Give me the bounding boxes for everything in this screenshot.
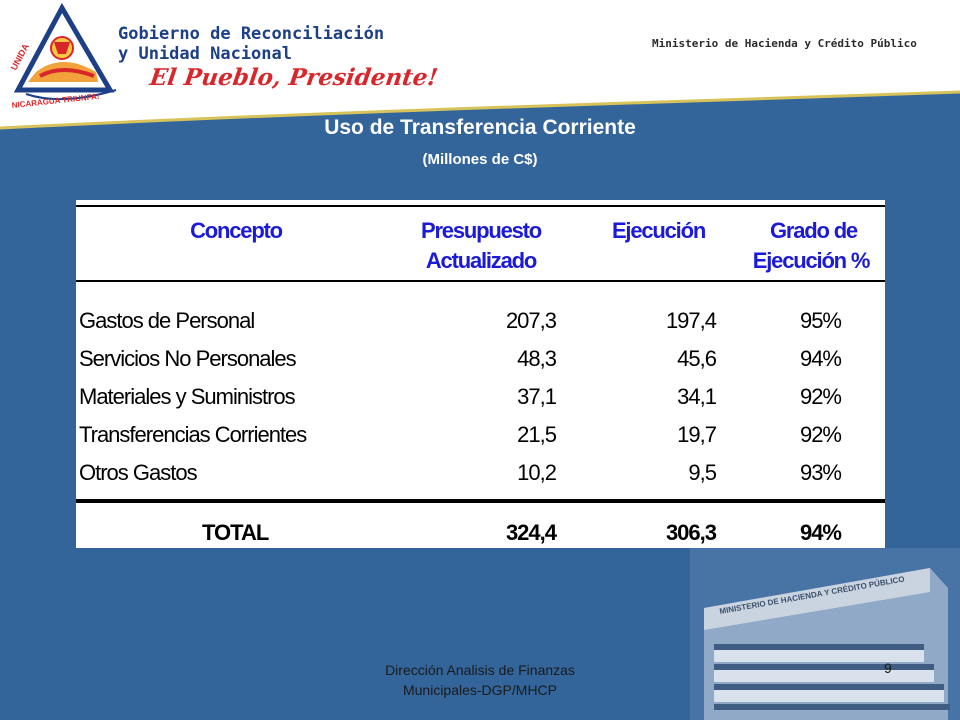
header-ejecucion-pct: Ejecución % (752, 248, 871, 273)
budget-table: Concepto Presupuesto Actualizado Ejecuci… (76, 200, 885, 548)
header-grado-de: Grado de (770, 218, 858, 243)
header-concepto: Concepto (190, 218, 283, 243)
row-presupuesto: 48,3 (517, 346, 557, 371)
row-ejecucion: 45,6 (677, 346, 717, 371)
page-number: 9 (884, 660, 892, 676)
row-presupuesto: 10,2 (517, 460, 557, 485)
table-top-rule (76, 205, 885, 207)
row-concepto: Otros Gastos (79, 460, 198, 485)
row-concepto: Gastos de Personal (79, 308, 255, 333)
row-ejecucion: 197,4 (665, 308, 717, 333)
header-presupuesto: Presupuesto (420, 218, 542, 243)
row-grado: 94% (799, 346, 842, 371)
row-ejecucion: 34,1 (677, 384, 717, 409)
logo-arc-bottom: NICARAGUA TRIUNFA! (11, 92, 100, 110)
footer-line2: Municipales-DGP/MHCP (402, 682, 558, 698)
government-name-line1: Gobierno de Reconciliación (118, 24, 385, 44)
row-grado: 92% (799, 384, 842, 409)
header-ejecucion: Ejecución (611, 218, 706, 243)
row-concepto: Transferencias Corrientes (79, 422, 307, 447)
government-name-line2: y Unidad Nacional (118, 44, 292, 64)
government-logo: UNIDA NICARAGUA TRIUNFA! (9, 2, 117, 110)
ministry-building-image: MINISTERIO DE HACIENDA Y CRÉDITO PÚBLICO (690, 548, 960, 720)
total-presupuesto: 324,4 (505, 520, 557, 545)
row-presupuesto: 21,5 (517, 422, 557, 447)
row-ejecucion: 9,5 (688, 460, 717, 485)
table-header-rule (76, 280, 885, 282)
row-grado: 93% (799, 460, 842, 485)
slide-title: Uso de Transferencia Corriente (324, 116, 636, 139)
header-banner: UNIDA NICARAGUA TRIUNFA! Gobierno de Rec… (0, 0, 960, 130)
row-concepto: Servicios No Personales (79, 346, 297, 371)
row-concepto: Materiales y Suministros (79, 384, 296, 409)
footer-line1: Dirección Analisis de Finanzas (385, 662, 575, 678)
total-ejecucion: 306,3 (665, 520, 717, 545)
table-total-rule (76, 499, 885, 503)
slide-subtitle: (Millones de C$) (422, 151, 538, 168)
banner-background (0, 0, 960, 130)
row-ejecucion: 19,7 (677, 422, 717, 447)
row-grado: 95% (799, 308, 842, 333)
slogan: El Pueblo, Presidente! (148, 64, 440, 91)
footer-text: Dirección Analisis de Finanzas Municipal… (320, 660, 640, 700)
total-label: TOTAL (202, 520, 269, 545)
row-presupuesto: 207,3 (505, 308, 557, 333)
ministry-name: Ministerio de Hacienda y Crédito Público (652, 37, 917, 50)
row-grado: 92% (799, 422, 842, 447)
row-presupuesto: 37,1 (517, 384, 557, 409)
total-grado: 94% (799, 520, 842, 545)
header-actualizado: Actualizado (425, 248, 537, 273)
